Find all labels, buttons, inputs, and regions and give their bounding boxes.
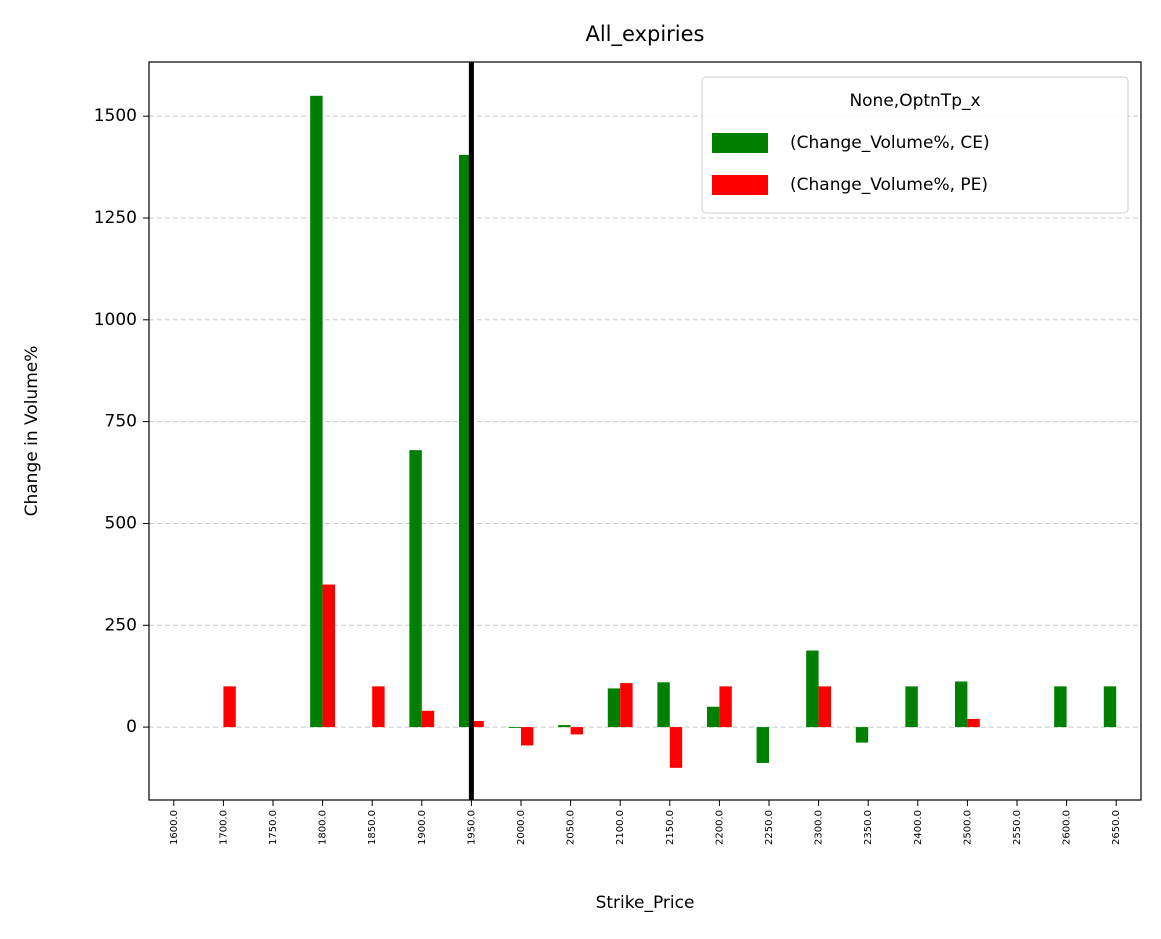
y-axis-label: Change in Volume% [22, 346, 42, 517]
bar [657, 682, 670, 728]
bar [855, 727, 869, 743]
x-tick-label: 2250.0 [764, 810, 775, 845]
legend-swatch [712, 175, 768, 195]
x-tick-label: 2550.0 [1012, 810, 1023, 845]
bar [521, 727, 534, 746]
bar [756, 727, 769, 763]
x-tick-label: 2150.0 [665, 810, 676, 845]
bar [223, 686, 236, 728]
x-tick-label: 2200.0 [714, 810, 725, 845]
x-tick-label: 1700.0 [218, 810, 229, 845]
bar [459, 154, 472, 728]
bar [955, 681, 968, 728]
x-tick-label: 1750.0 [268, 810, 279, 845]
y-tick-label: 1000 [94, 310, 137, 330]
y-tick-label: 250 [105, 615, 137, 635]
y-tick-label: 1250 [94, 208, 137, 228]
x-tick-label: 2400.0 [913, 810, 924, 845]
bar [322, 584, 335, 728]
bar [570, 727, 583, 735]
bar [669, 727, 683, 768]
bar [607, 688, 621, 728]
plot-frame [148, 61, 1142, 801]
legend-title: None,OptnTp_x [849, 91, 980, 111]
x-tick-label: 2000.0 [516, 810, 527, 845]
x-tick-label: 2600.0 [1062, 810, 1073, 845]
bar [967, 718, 980, 728]
bar [707, 706, 720, 728]
chart-title: All_expiries [585, 22, 704, 47]
x-tick-label: 2650.0 [1111, 810, 1122, 845]
x-tick-label: 1800.0 [318, 810, 329, 845]
x-tick-label: 2500.0 [962, 810, 973, 845]
bar [719, 686, 732, 728]
y-tick-label: 500 [105, 513, 137, 533]
bar [310, 95, 323, 728]
bar [409, 450, 422, 728]
y-tick-label: 0 [126, 717, 137, 737]
legend-swatch [712, 133, 768, 153]
bar [372, 686, 385, 728]
bar [421, 710, 435, 728]
bar [471, 720, 484, 728]
bar [1054, 686, 1067, 728]
bar [818, 686, 831, 728]
y-tick-label: 1500 [94, 106, 137, 126]
x-tick-label: 2100.0 [615, 810, 626, 845]
bar [806, 650, 819, 728]
x-axis-label: Strike_Price [596, 893, 695, 913]
x-tick-label: 2350.0 [863, 810, 874, 845]
y-tick-label: 750 [105, 412, 137, 432]
legend-label: (Change_Volume%, CE) [790, 133, 990, 153]
x-tick-label: 1600.0 [169, 810, 180, 845]
bar [620, 683, 633, 728]
bar [1103, 686, 1117, 728]
x-tick-label: 1950.0 [466, 810, 477, 845]
bar [905, 686, 918, 728]
legend-label: (Change_Volume%, PE) [790, 175, 988, 195]
x-tick-label: 2300.0 [814, 810, 825, 845]
x-tick-label: 1900.0 [417, 810, 428, 845]
x-tick-label: 1850.0 [367, 810, 378, 845]
x-tick-label: 2050.0 [566, 810, 577, 845]
bar [558, 725, 571, 728]
bar [508, 727, 521, 728]
legend-box [701, 76, 1129, 214]
